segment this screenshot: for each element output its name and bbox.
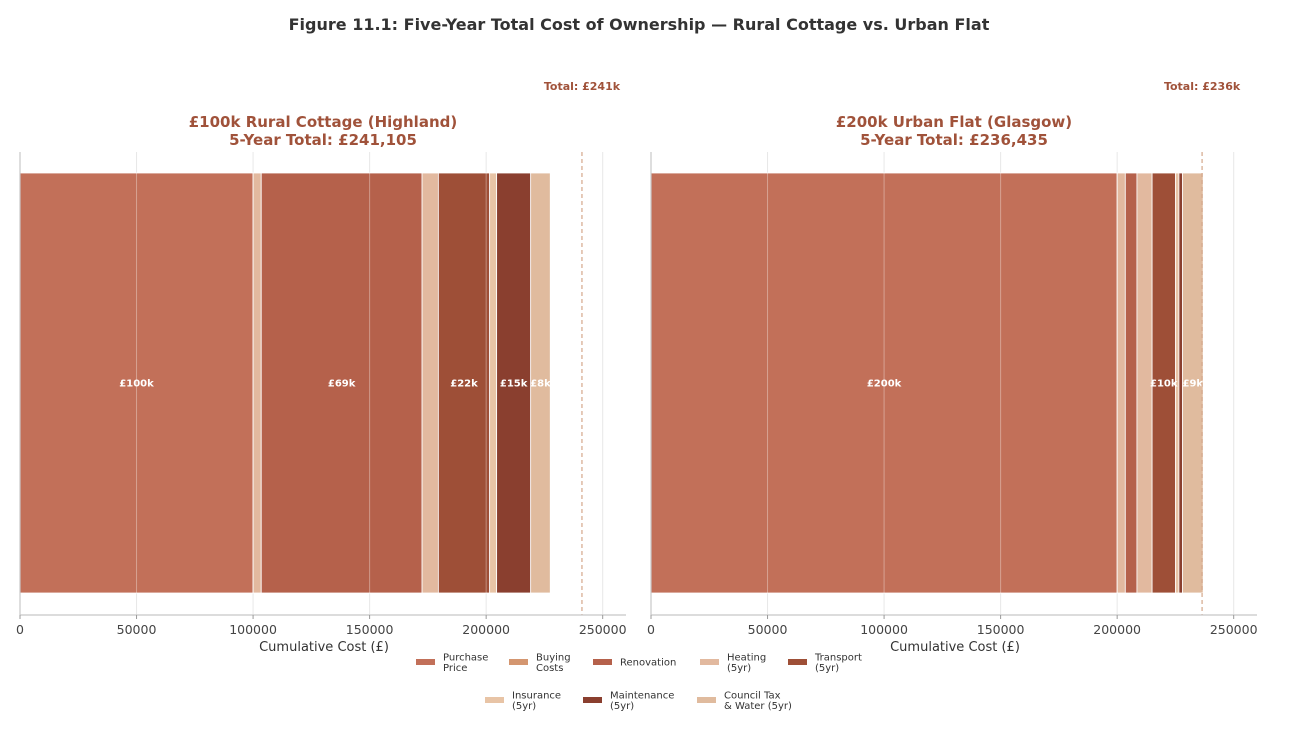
legend-swatch: [416, 659, 435, 665]
x-tick-label: 200000: [1093, 622, 1141, 637]
bar-segment: [421, 172, 439, 594]
x-tick-label: 150000: [977, 622, 1025, 637]
x-tick-label: 200000: [462, 622, 510, 637]
panel-title: 5-Year Total: £236,435: [860, 131, 1048, 149]
legend-swatch: [700, 659, 719, 665]
stacked-bar: [19, 172, 551, 594]
bar-segment: [1116, 172, 1126, 594]
segment-label: £100k: [119, 379, 154, 390]
x-tick-label: 100000: [229, 622, 277, 637]
x-tick-label: 50000: [748, 622, 788, 637]
legend-label: (5yr): [815, 663, 839, 674]
x-tick-label: 250000: [1210, 622, 1258, 637]
panel-title: £200k Urban Flat (Glasgow): [836, 113, 1072, 131]
x-tick-label: 250000: [579, 622, 627, 637]
bar-segment: [1124, 172, 1138, 594]
legend-label: Purchase: [443, 652, 488, 663]
bar-segment: [489, 172, 498, 594]
legend-label: & Water (5yr): [724, 701, 792, 712]
legend-label: Price: [443, 663, 467, 674]
legend-label: Costs: [536, 663, 563, 674]
legend-item: Insurance(5yr): [485, 690, 561, 712]
legend-label: Transport: [814, 652, 862, 663]
segment-label: £9k: [1182, 379, 1203, 390]
bar-segment: [19, 172, 254, 594]
legend-label: Insurance: [512, 690, 561, 701]
legend-label: Maintenance: [610, 690, 674, 701]
bar-segment: [252, 172, 262, 594]
x-tick-label: 100000: [860, 622, 908, 637]
legend-item: Heating(5yr): [700, 652, 766, 674]
legend-item: Transport(5yr): [788, 652, 862, 674]
chart-panel-1: £100k £69k £22k £15k £8k Total: £241k £100k Ru…: [16, 80, 627, 655]
figure-title: Figure 11.1: Five-Year Total Cost of Own…: [289, 15, 990, 34]
x-axis-label: Cumulative Cost (£): [259, 640, 389, 655]
legend-item: Council Tax& Water (5yr): [697, 690, 792, 712]
total-label: Total: £241k: [544, 80, 621, 93]
total-label: Total: £236k: [1164, 80, 1241, 93]
x-tick-label: 0: [647, 622, 655, 637]
chart-panels: £100k £69k £22k £15k £8k Total: £241k £100k Ru…: [16, 80, 1258, 655]
legend-label: (5yr): [727, 663, 751, 674]
panel-title: 5-Year Total: £241,105: [229, 131, 417, 149]
segment-label: £8k: [530, 379, 551, 390]
bar-segment: [260, 172, 423, 594]
segment-label: £22k: [450, 379, 478, 390]
bar-segment: [530, 172, 551, 594]
segment-label: £200k: [867, 379, 902, 390]
segment-label: £10k: [1150, 379, 1178, 390]
legend-label: Renovation: [620, 658, 676, 669]
legend-label: (5yr): [512, 701, 536, 712]
legend-label: Buying: [536, 652, 571, 663]
stacked-bar: [650, 172, 1204, 594]
x-tick-label: 50000: [117, 622, 157, 637]
segment-label: £69k: [328, 379, 356, 390]
panel-title: £100k Rural Cottage (Highland): [189, 113, 457, 131]
legend-swatch: [485, 697, 504, 703]
legend-item: Maintenance(5yr): [583, 690, 674, 712]
legend-swatch: [583, 697, 602, 703]
segment-label: £15k: [500, 379, 528, 390]
x-tick-label: 150000: [346, 622, 394, 637]
legend-swatch: [509, 659, 528, 665]
legend-label: Heating: [727, 652, 766, 663]
legend-label: (5yr): [610, 701, 634, 712]
x-tick-label: 0: [16, 622, 24, 637]
legend-item: Renovation: [593, 658, 676, 669]
legend-swatch: [697, 697, 716, 703]
bar-segment: [1182, 172, 1204, 594]
legend-swatch: [788, 659, 807, 665]
legend-label: Council Tax: [724, 690, 781, 701]
chart-panel-2: £200k £10k £9k Total: £236k £200k Urban Flat…: [647, 80, 1258, 655]
legend-swatch: [593, 659, 612, 665]
bar-segment: [650, 172, 1118, 594]
x-axis-label: Cumulative Cost (£): [890, 640, 1020, 655]
